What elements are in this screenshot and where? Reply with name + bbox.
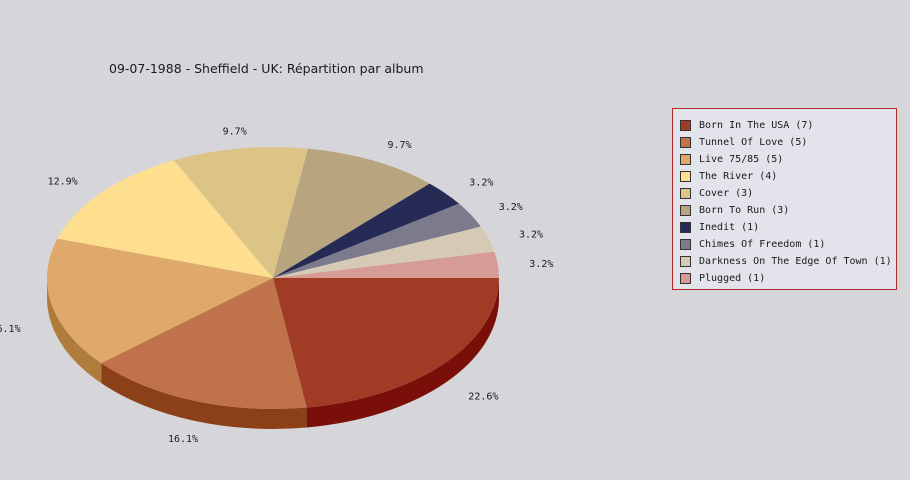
legend-swatch	[680, 205, 691, 216]
legend-swatch	[680, 256, 691, 267]
pie-slices-layer	[46, 147, 499, 409]
pie-labels-layer: 22.6% 16.1% 16.1% 12.9% 9.7% 9.7% 3.2% 3.2% 3.2%…	[0, 126, 553, 445]
legend-swatch	[680, 137, 691, 148]
legend-swatch	[680, 222, 691, 233]
slice-label-chimes-of-freedom: 3.2%	[499, 202, 523, 213]
pie-slice-live-75-85	[46, 238, 274, 364]
legend-label: Cover (3)	[699, 188, 754, 199]
legend: Born In The USA (7) Tunnel Of Love (5) Liv…	[672, 108, 897, 290]
pie-slice-plugged	[273, 251, 499, 278]
legend-item-inedit: Inedit (1)	[680, 219, 896, 236]
legend-label: The River (4)	[699, 171, 778, 182]
legend-swatch	[680, 239, 691, 250]
legend-swatch	[680, 154, 691, 165]
legend-label: Chimes Of Freedom (1)	[699, 239, 826, 250]
slice-label-live-75-85: 16.1%	[0, 324, 21, 335]
legend-label: Born In The USA (7)	[699, 120, 814, 131]
legend-label: Live 75/85 (5)	[699, 154, 784, 165]
pie-slice-the-river	[57, 160, 273, 278]
pie-slice-born-to-run	[273, 148, 430, 278]
slice-label-tunnel-of-love: 16.1%	[168, 434, 198, 445]
pie-side-born-in-the-usa	[306, 278, 499, 428]
legend-label: Darkness On The Edge Of Town (1)	[699, 256, 892, 267]
legend-swatch	[680, 120, 691, 131]
pie-slice-born-in-the-usa	[273, 278, 499, 408]
slice-label-cover: 9.7%	[223, 126, 247, 137]
pie-side-tunnel-of-love	[101, 363, 307, 430]
slice-label-born-in-the-usa: 22.6%	[468, 391, 498, 402]
legend-swatch	[680, 171, 691, 182]
pie-slice-inedit	[273, 183, 460, 278]
legend-item-chimes-of-freedom: Chimes Of Freedom (1)	[680, 236, 896, 253]
legend-item-born-in-the-usa: Born In The USA (7)	[680, 117, 896, 134]
legend-item-born-to-run: Born To Run (3)	[680, 202, 896, 219]
legend-item-live-75-85: Live 75/85 (5)	[680, 151, 896, 168]
legend-label: Inedit (1)	[699, 222, 760, 233]
legend-item-tunnel-of-love: Tunnel Of Love (5)	[680, 134, 896, 151]
pie-side-live-75-85	[47, 278, 102, 384]
legend-item-plugged: Plugged (1)	[680, 270, 896, 287]
legend-swatch	[680, 273, 691, 284]
pie-slice-chimes-of-freedom	[273, 203, 481, 278]
slice-label-plugged: 3.2%	[529, 259, 553, 270]
chart-title: 09-07-1988 - Sheffield - UK: Répartition…	[109, 61, 424, 76]
legend-label: Born To Run (3)	[699, 205, 790, 216]
legend-item-darkness-on-the-edge-of-town: Darkness On The Edge Of Town (1)	[680, 253, 896, 270]
pie-slice-darkness-on-the-edge-of-town	[273, 226, 495, 278]
legend-item-the-river: The River (4)	[680, 168, 896, 185]
slice-label-the-river: 12.9%	[48, 177, 78, 188]
slice-label-inedit: 3.2%	[469, 177, 493, 188]
pie-slice-tunnel-of-love	[101, 278, 307, 409]
slice-label-born-to-run: 9.7%	[388, 140, 412, 151]
legend-swatch	[680, 188, 691, 199]
pie-depth-layer	[47, 278, 499, 430]
legend-label: Plugged (1)	[699, 273, 766, 284]
legend-label: Tunnel Of Love (5)	[699, 137, 808, 148]
pie-slice-cover	[173, 147, 309, 278]
legend-item-cover: Cover (3)	[680, 185, 896, 202]
slice-label-darkness-on-the-edge-of-town: 3.2%	[519, 230, 543, 241]
